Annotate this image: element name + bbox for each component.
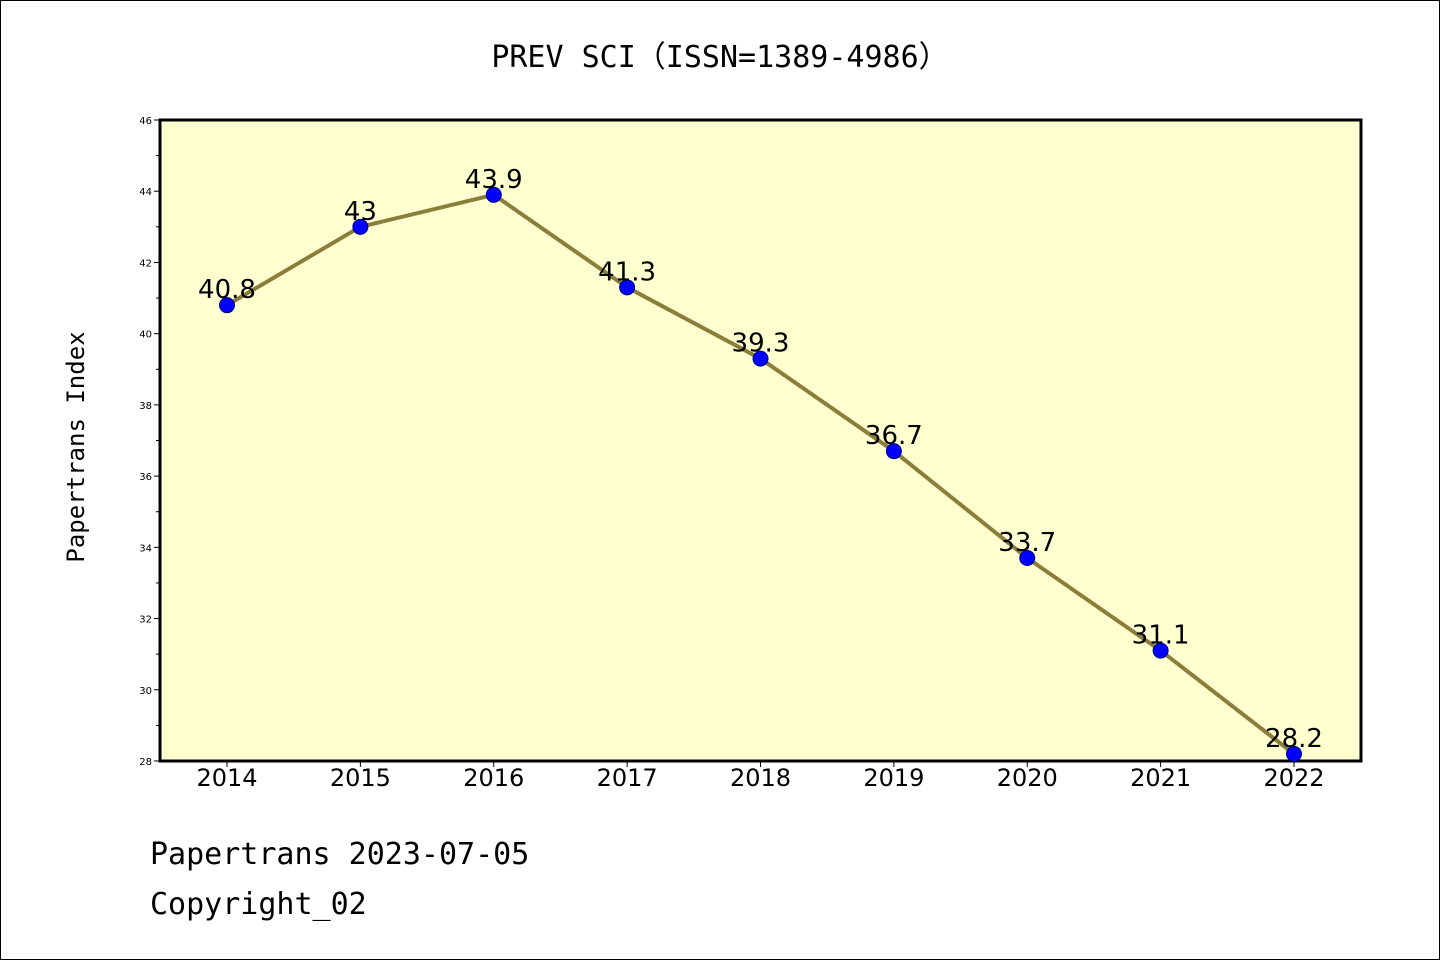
x-axis: 2014 2015 2016 2017 2018 2019 2020 2021 2022 [196, 761, 1325, 792]
data-label: 33.7 [998, 528, 1056, 558]
data-label: 39.3 [732, 329, 790, 359]
y-tick-label: 40 [139, 330, 152, 341]
data-point [1286, 745, 1302, 762]
data-label: 41.3 [598, 257, 656, 287]
x-tick-label: 2018 [730, 764, 791, 792]
x-tick-label: 2014 [196, 764, 257, 792]
y-tick-label: 38 [139, 401, 152, 412]
y-tick-label: 30 [139, 686, 152, 697]
data-point [752, 350, 769, 367]
x-tick-label: 2022 [1263, 764, 1324, 792]
series-layer: 40.8 43 43.9 41.3 39.3 36.7 33.7 31.1 28.2 [198, 165, 1323, 762]
chart-title: PREV SCI（ISSN=1389-4986） [491, 40, 948, 75]
data-point [1152, 642, 1169, 659]
data-point [485, 186, 502, 203]
data-point [1019, 550, 1036, 567]
y-axis-label: Papertrans Index [62, 331, 90, 562]
data-point [352, 218, 369, 235]
data-label: 40.8 [198, 275, 256, 305]
data-label: 43.9 [465, 165, 523, 195]
x-tick-label: 2020 [997, 764, 1058, 792]
data-point [219, 297, 235, 314]
data-label: 31.1 [1132, 621, 1190, 651]
x-tick-label: 2019 [863, 764, 924, 792]
y-tick-label: 46 [139, 116, 152, 127]
y-tick-label: 32 [139, 615, 152, 626]
data-point [619, 279, 636, 296]
y-axis: 28 30 32 34 36 38 40 42 44 46 [139, 116, 160, 768]
y-tick-label: 28 [139, 757, 152, 768]
x-tick-label: 2015 [330, 764, 391, 792]
data-point [885, 443, 902, 460]
footer-copyright: Copyright_02 [150, 887, 367, 922]
x-tick-label: 2021 [1130, 764, 1191, 792]
x-tick-label: 2016 [463, 764, 524, 792]
data-label: 43 [344, 197, 377, 227]
y-tick-label: 36 [139, 472, 152, 483]
y-tick-label: 44 [139, 187, 152, 198]
data-label: 36.7 [865, 421, 923, 451]
data-label: 28.2 [1265, 724, 1323, 754]
x-tick-label: 2017 [597, 764, 658, 792]
y-tick-label: 34 [139, 543, 152, 554]
y-tick-label: 42 [139, 258, 152, 269]
footer-date: Papertrans 2023-07-05 [150, 837, 529, 872]
